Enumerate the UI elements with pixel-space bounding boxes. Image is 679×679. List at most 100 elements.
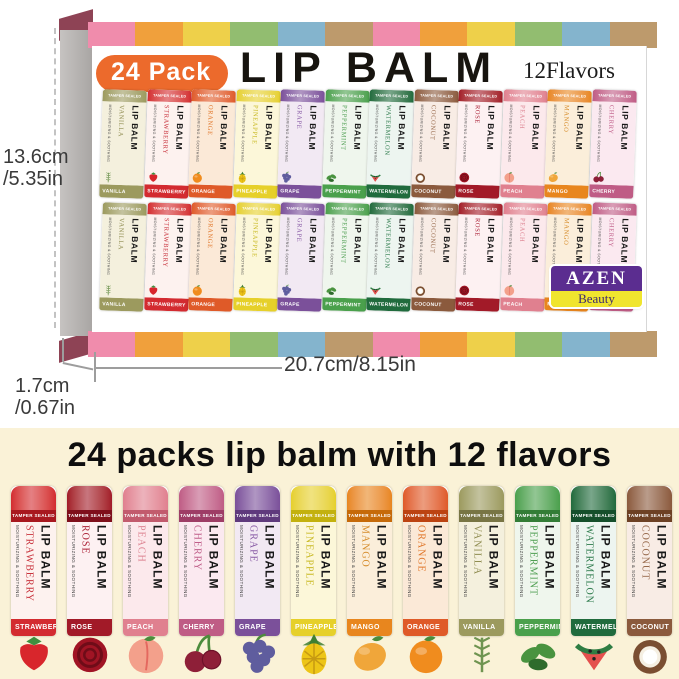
tube-body: MOISTURIZING & SOOTHING ORANGE LIP BALM [188,101,236,186]
rose-fruit-icon [458,170,471,183]
peach-fruit-icon [502,283,515,296]
width-measurement: 20.7cm/8.15in [284,353,416,376]
flavor-band-label: VANILLA [99,297,144,312]
flavor-name-vertical: COCONUT [428,104,437,141]
lip-balm-brand-text: LIP BALM [618,105,631,151]
lip-balm-tube-cherry: TAMPER SEALED MOISTURIZING & SOOTHING CHER… [588,89,637,199]
flavor-column-orange: TAMPER SEALED MOISTURIZING & SOOTHING ORAN… [399,486,453,676]
tube-body: MOISTURIZING & SOOTHING PEACH LIP BALM [500,101,547,186]
bottom-section: 24 packs lip balm with 12 flavors TAMPER… [0,428,679,679]
tamper-seal-label: TAMPER SEALED [553,206,587,212]
width-measure-tick [94,352,96,382]
flavor-band-label: COCONUT [410,297,456,312]
flavor-band-label: PINEAPPLE [291,619,336,636]
stripe-segment [514,331,563,357]
box-tube-row-1: TAMPER SEALED MOISTURIZING & SOOTHING VANI… [99,89,639,200]
lip-balm-brand-text: LIP BALM [396,218,408,264]
flavor-band-label: PINEAPPLE [232,297,278,312]
tube-body: MOISTURIZING & SOOTHING CHERRY LIP BALM [589,101,636,186]
peppermint-fruit-icon [324,283,337,296]
brand-name: AZEN [551,266,642,291]
moisturizing-soothing-text: MOISTURIZING & SOOTHING [239,104,246,163]
azen-beauty-logo: AZEN Beauty [551,266,642,307]
flavor-name-vertical: VANILLA [116,104,125,138]
moisturizing-soothing-text: MOISTURIZING & SOOTHING [462,525,468,598]
flavor-name-vertical: PEACH [135,525,147,563]
moisturizing-soothing-text: MOISTURIZING & SOOTHING [14,525,20,598]
flavor-column-rose: TAMPER SEALED MOISTURIZING & SOOTHING ROSE… [63,486,117,676]
moisturizing-soothing-text: MOISTURIZING & SOOTHING [284,104,291,163]
lip-balm-tube-grape: TAMPER SEALED MOISTURIZING & SOOTHING GRAP… [235,486,280,636]
stripe-segment [230,331,278,357]
stripe-segment [419,331,468,357]
tamper-seal-label: TAMPER SEALED [597,93,631,99]
tube-cap: TAMPER SEALED [123,486,168,522]
tube-body: MOISTURIZING & SOOTHING GRAPE LIP BALM [277,101,325,186]
bottom-title: 24 packs lip balm with 12 flavors [67,436,612,474]
flavor-name-vertical: ROSE [473,217,481,238]
lip-balm-brand-text: LIP BALM [598,525,613,590]
stripe-segment [325,331,373,357]
vanilla-fruit-icon [102,170,115,183]
rose-fruit-icon [458,283,471,296]
peach-fruit-icon [502,170,515,183]
lip-balm-brand-text: LIP BALM [206,525,221,590]
depth-measure-tick [62,338,64,362]
lip-balm-tube-strawberry: TAMPER SEALED MOISTURIZING & SOOTHING STRA… [143,202,192,312]
tamper-seal-label: TAMPER SEALED [241,93,275,99]
moisturizing-soothing-text: MOISTURIZING & SOOTHING [328,217,335,276]
flavor-band-label: PINEAPPLE [232,184,278,199]
flavor-name-vertical: PEPPERMINT [527,525,539,597]
watermelon-fruit-icon [569,630,619,676]
mango-fruit-icon [345,630,395,676]
tamper-seal-label: TAMPER SEALED [347,510,392,522]
moisturizing-soothing-text: MOISTURIZING & SOOTHING [195,104,202,163]
lip-balm-tube-mango: TAMPER SEALED MOISTURIZING & SOOTHING MANG… [347,486,392,636]
flavor-band-label: GRAPE [235,619,280,636]
moisturizing-soothing-text: MOISTURIZING & SOOTHING [373,104,380,163]
moisturizing-soothing-text: MOISTURIZING & SOOTHING [238,525,244,598]
flavor-band-label: GRAPE [277,297,322,312]
coconut-fruit-icon [413,283,426,296]
flavor-band-label: CHERRY [179,619,224,636]
moisturizing-soothing-text: MOISTURIZING & SOOTHING [595,104,602,163]
moisturizing-soothing-text: MOISTURIZING & SOOTHING [106,104,113,163]
flavor-band-label: WATERMELON [366,297,411,312]
moisturizing-soothing-text: MOISTURIZING & SOOTHING [518,525,524,598]
tube-body: MOISTURIZING & SOOTHING PEACH LIP BALM [500,214,547,299]
lip-balm-tube-cherry: TAMPER SEALED MOISTURIZING & SOOTHING CHER… [179,486,224,636]
stripe-segment [514,22,563,48]
flavors-count-label: 12Flavors [523,58,615,83]
peppermint-fruit-icon [324,170,337,183]
moisturizing-soothing-text: MOISTURIZING & SOOTHING [350,525,356,598]
tamper-seal-label: TAMPER SEALED [179,510,224,522]
tamper-seal-label: TAMPER SEALED [375,206,409,212]
lip-balm-tube-peppermint: TAMPER SEALED MOISTURIZING & SOOTHING PEPP… [515,486,560,636]
flavor-band-label: PEACH [499,184,545,199]
lip-balm-brand-text: LIP BALM [654,525,669,590]
grape-fruit-icon [280,170,293,183]
flavor-band-label: VANILLA [459,619,504,636]
flavor-name-vertical: MANGO [561,217,570,246]
lip-balm-tube-peppermint: TAMPER SEALED MOISTURIZING & SOOTHING PEPP… [321,89,370,199]
flavor-name-vertical: WATERMELON [583,525,595,604]
flavor-name-vertical: COCONUT [639,525,651,581]
flavor-band-label: MANGO [544,184,589,199]
lip-balm-brand-text: LIP BALM [38,525,53,590]
lip-balm-brand-text: LIP BALM [529,218,542,264]
bottom-tube-row: TAMPER SEALED MOISTURIZING & SOOTHING STRA… [0,486,679,676]
moisturizing-soothing-text: MOISTURIZING & SOOTHING [195,217,202,276]
tamper-seal-label: TAMPER SEALED [67,510,112,522]
brand-subtitle: Beauty [551,291,642,307]
flavor-name-vertical: PINEAPPLE [303,525,315,587]
lip-balm-tube-watermelon: TAMPER SEALED MOISTURIZING & SOOTHING WATE… [366,89,414,199]
pineapple-fruit-icon [289,630,339,676]
tamper-seal-label: TAMPER SEALED [286,93,320,99]
width-measure-line [96,367,282,369]
tube-body: MOISTURIZING & SOOTHING STRAWBERRY LIP BAL… [144,101,191,186]
lip-balm-brand-text: LIP BALM [440,105,453,151]
tamper-seal-label: TAMPER SEALED [108,93,142,99]
stripe-segment [609,22,657,48]
box-top-stripe [88,22,657,48]
